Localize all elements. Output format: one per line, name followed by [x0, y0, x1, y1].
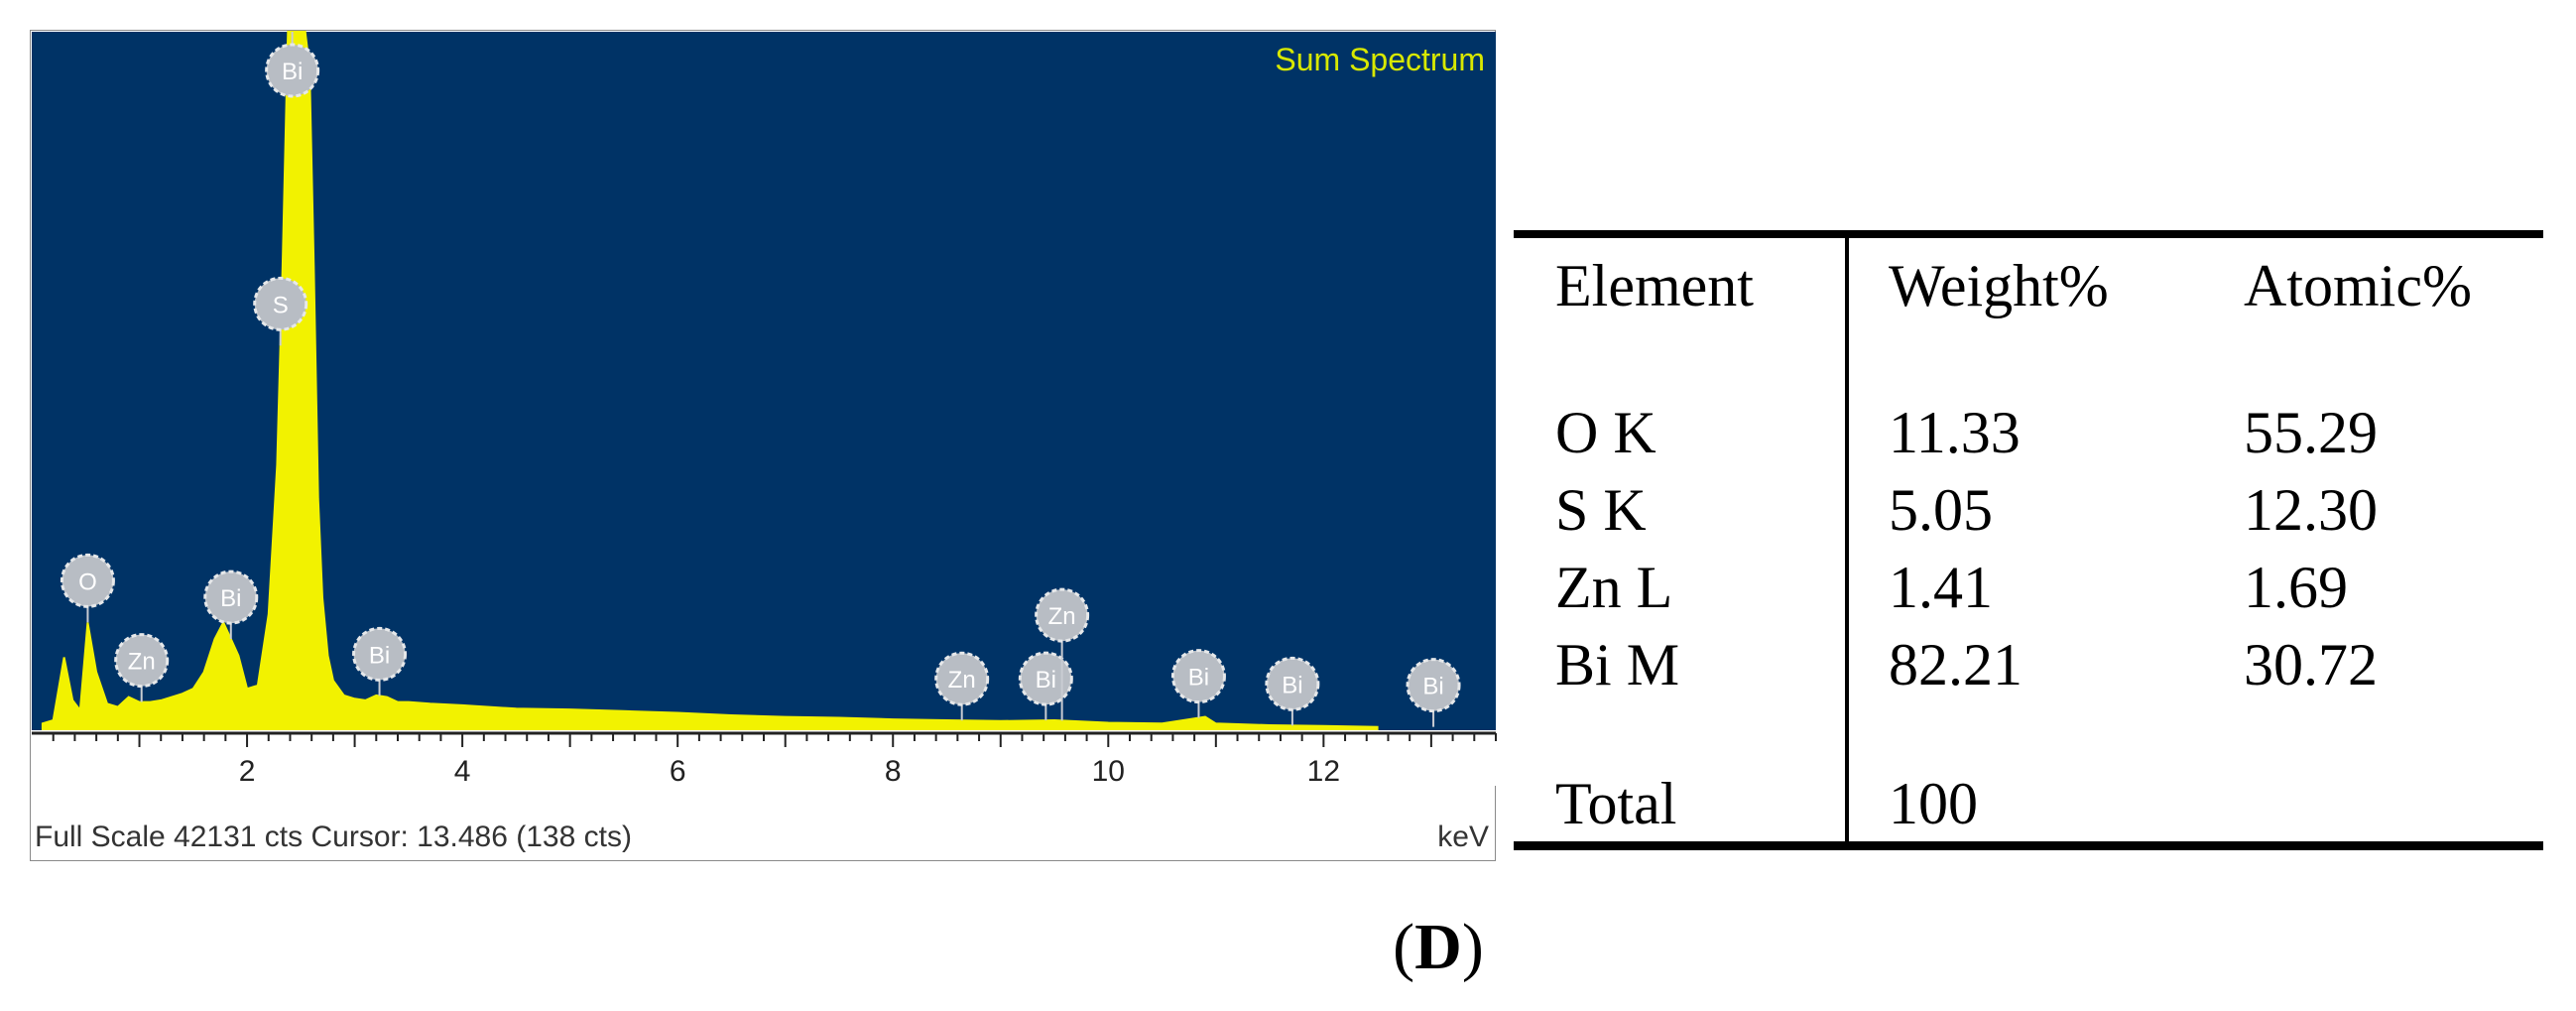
- peak-label-zn: Zn: [934, 651, 990, 721]
- x-axis-unit: keV: [1437, 821, 1489, 853]
- panel-caption: (D): [1349, 913, 1528, 982]
- peak-label-text: Zn: [948, 667, 976, 694]
- plot-background: [32, 32, 1496, 730]
- peak-label-text: Zn: [128, 649, 156, 676]
- x-tick-label: 4: [454, 755, 471, 788]
- row-weight: 11.33: [1889, 400, 2021, 465]
- total-value: 100: [1889, 771, 1978, 836]
- row-element: O K: [1555, 400, 1656, 465]
- x-axis-ticks: 2 4 6 8 10 12: [52, 733, 1497, 788]
- x-tick-label: 8: [885, 755, 902, 788]
- peak-label-badge: [1018, 651, 1073, 706]
- peak-label-bi: Bi: [203, 569, 259, 640]
- peak-label-badge: [1265, 656, 1320, 711]
- peak-label-s: S: [253, 276, 308, 346]
- caption-close-paren: ): [1461, 911, 1484, 983]
- x-tick-label: 12: [1307, 755, 1340, 788]
- row-weight: 5.05: [1889, 477, 1993, 543]
- table-top-rule: [1514, 230, 2543, 238]
- caption-open-paren: (: [1393, 911, 1415, 983]
- peak-label-bi: Bi: [1170, 649, 1226, 718]
- peak-label-text: Bi: [220, 585, 241, 612]
- peak-label-bi: Bi: [265, 32, 320, 98]
- caption-letter: D: [1414, 911, 1462, 983]
- peak-label-badge: [352, 626, 408, 682]
- chart-title: Sum Spectrum: [1275, 42, 1485, 77]
- peak-label-badge: [114, 633, 170, 689]
- header-atomic: Atomic%: [2244, 253, 2472, 318]
- peak-label-bi: Bi: [352, 626, 408, 696]
- peak-label-text: Bi: [282, 59, 303, 85]
- peak-label-zn: Zn: [114, 633, 170, 702]
- peak-label-text: Bi: [369, 642, 390, 669]
- peak-label-text: S: [273, 292, 289, 318]
- row-atomic: 30.72: [2244, 632, 2378, 697]
- peak-label-bi: Bi: [1265, 656, 1320, 726]
- peak-label-o: O: [60, 553, 115, 623]
- peak-label-text: Bi: [1036, 667, 1056, 694]
- peak-label-badge: [253, 276, 308, 331]
- peak-label-badge: [1035, 587, 1090, 643]
- row-atomic: 1.69: [2244, 555, 2348, 620]
- spectrum-chart: O Zn Bi S Bi Bi Zn Bi Zn Bi Bi Bi Sum Spectrum 2 4 6 8…: [32, 31, 1497, 853]
- composition-table: Element Weight% Atomic% O K 11.33 55.29 …: [1514, 230, 2543, 851]
- row-element: Zn L: [1555, 555, 1673, 620]
- eds-spectrum-panel: O Zn Bi S Bi Bi Zn Bi Zn Bi Bi Bi Sum Spectrum 2 4 6 8…: [30, 30, 1497, 861]
- header-element: Element: [1555, 253, 1754, 318]
- row-atomic: 55.29: [2244, 400, 2378, 465]
- peak-label-text: Zn: [1048, 603, 1076, 630]
- peak-label-bi: Bi: [1018, 651, 1073, 721]
- peak-label-zn: Zn: [1035, 587, 1090, 721]
- row-element: S K: [1555, 477, 1647, 543]
- peak-label-bi: Bi: [1406, 658, 1461, 727]
- status-bar-text: Full Scale 42131 cts Cursor: 13.486 (138…: [35, 821, 632, 853]
- header-weight: Weight%: [1889, 253, 2109, 318]
- x-tick-label: 6: [670, 755, 686, 788]
- peak-label-badge: [265, 43, 320, 98]
- table-column-divider: [1845, 230, 1849, 849]
- table-bottom-rule: [1514, 841, 2543, 850]
- total-label: Total: [1555, 771, 1677, 836]
- peak-label-badge: [1170, 649, 1226, 704]
- peak-label-badge: [203, 569, 259, 625]
- row-weight: 82.21: [1889, 632, 2023, 697]
- peak-label-text: Bi: [1282, 672, 1302, 698]
- x-tick-label: 10: [1092, 755, 1125, 788]
- peak-label-badge: [60, 553, 115, 608]
- peak-label-badge: [1406, 658, 1461, 713]
- row-weight: 1.41: [1889, 555, 1993, 620]
- peak-labels: O Zn Bi S Bi Bi Zn Bi Zn Bi Bi Bi: [60, 32, 1461, 727]
- row-atomic: 12.30: [2244, 477, 2378, 543]
- peak-label-text: Bi: [1422, 674, 1443, 700]
- row-element: Bi M: [1555, 632, 1680, 697]
- x-tick-label: 2: [239, 755, 256, 788]
- spectrum-series: [41, 31, 1379, 731]
- peak-label-badge: [934, 651, 990, 706]
- peak-label-text: Bi: [1188, 665, 1209, 692]
- peak-label-text: O: [78, 569, 97, 595]
